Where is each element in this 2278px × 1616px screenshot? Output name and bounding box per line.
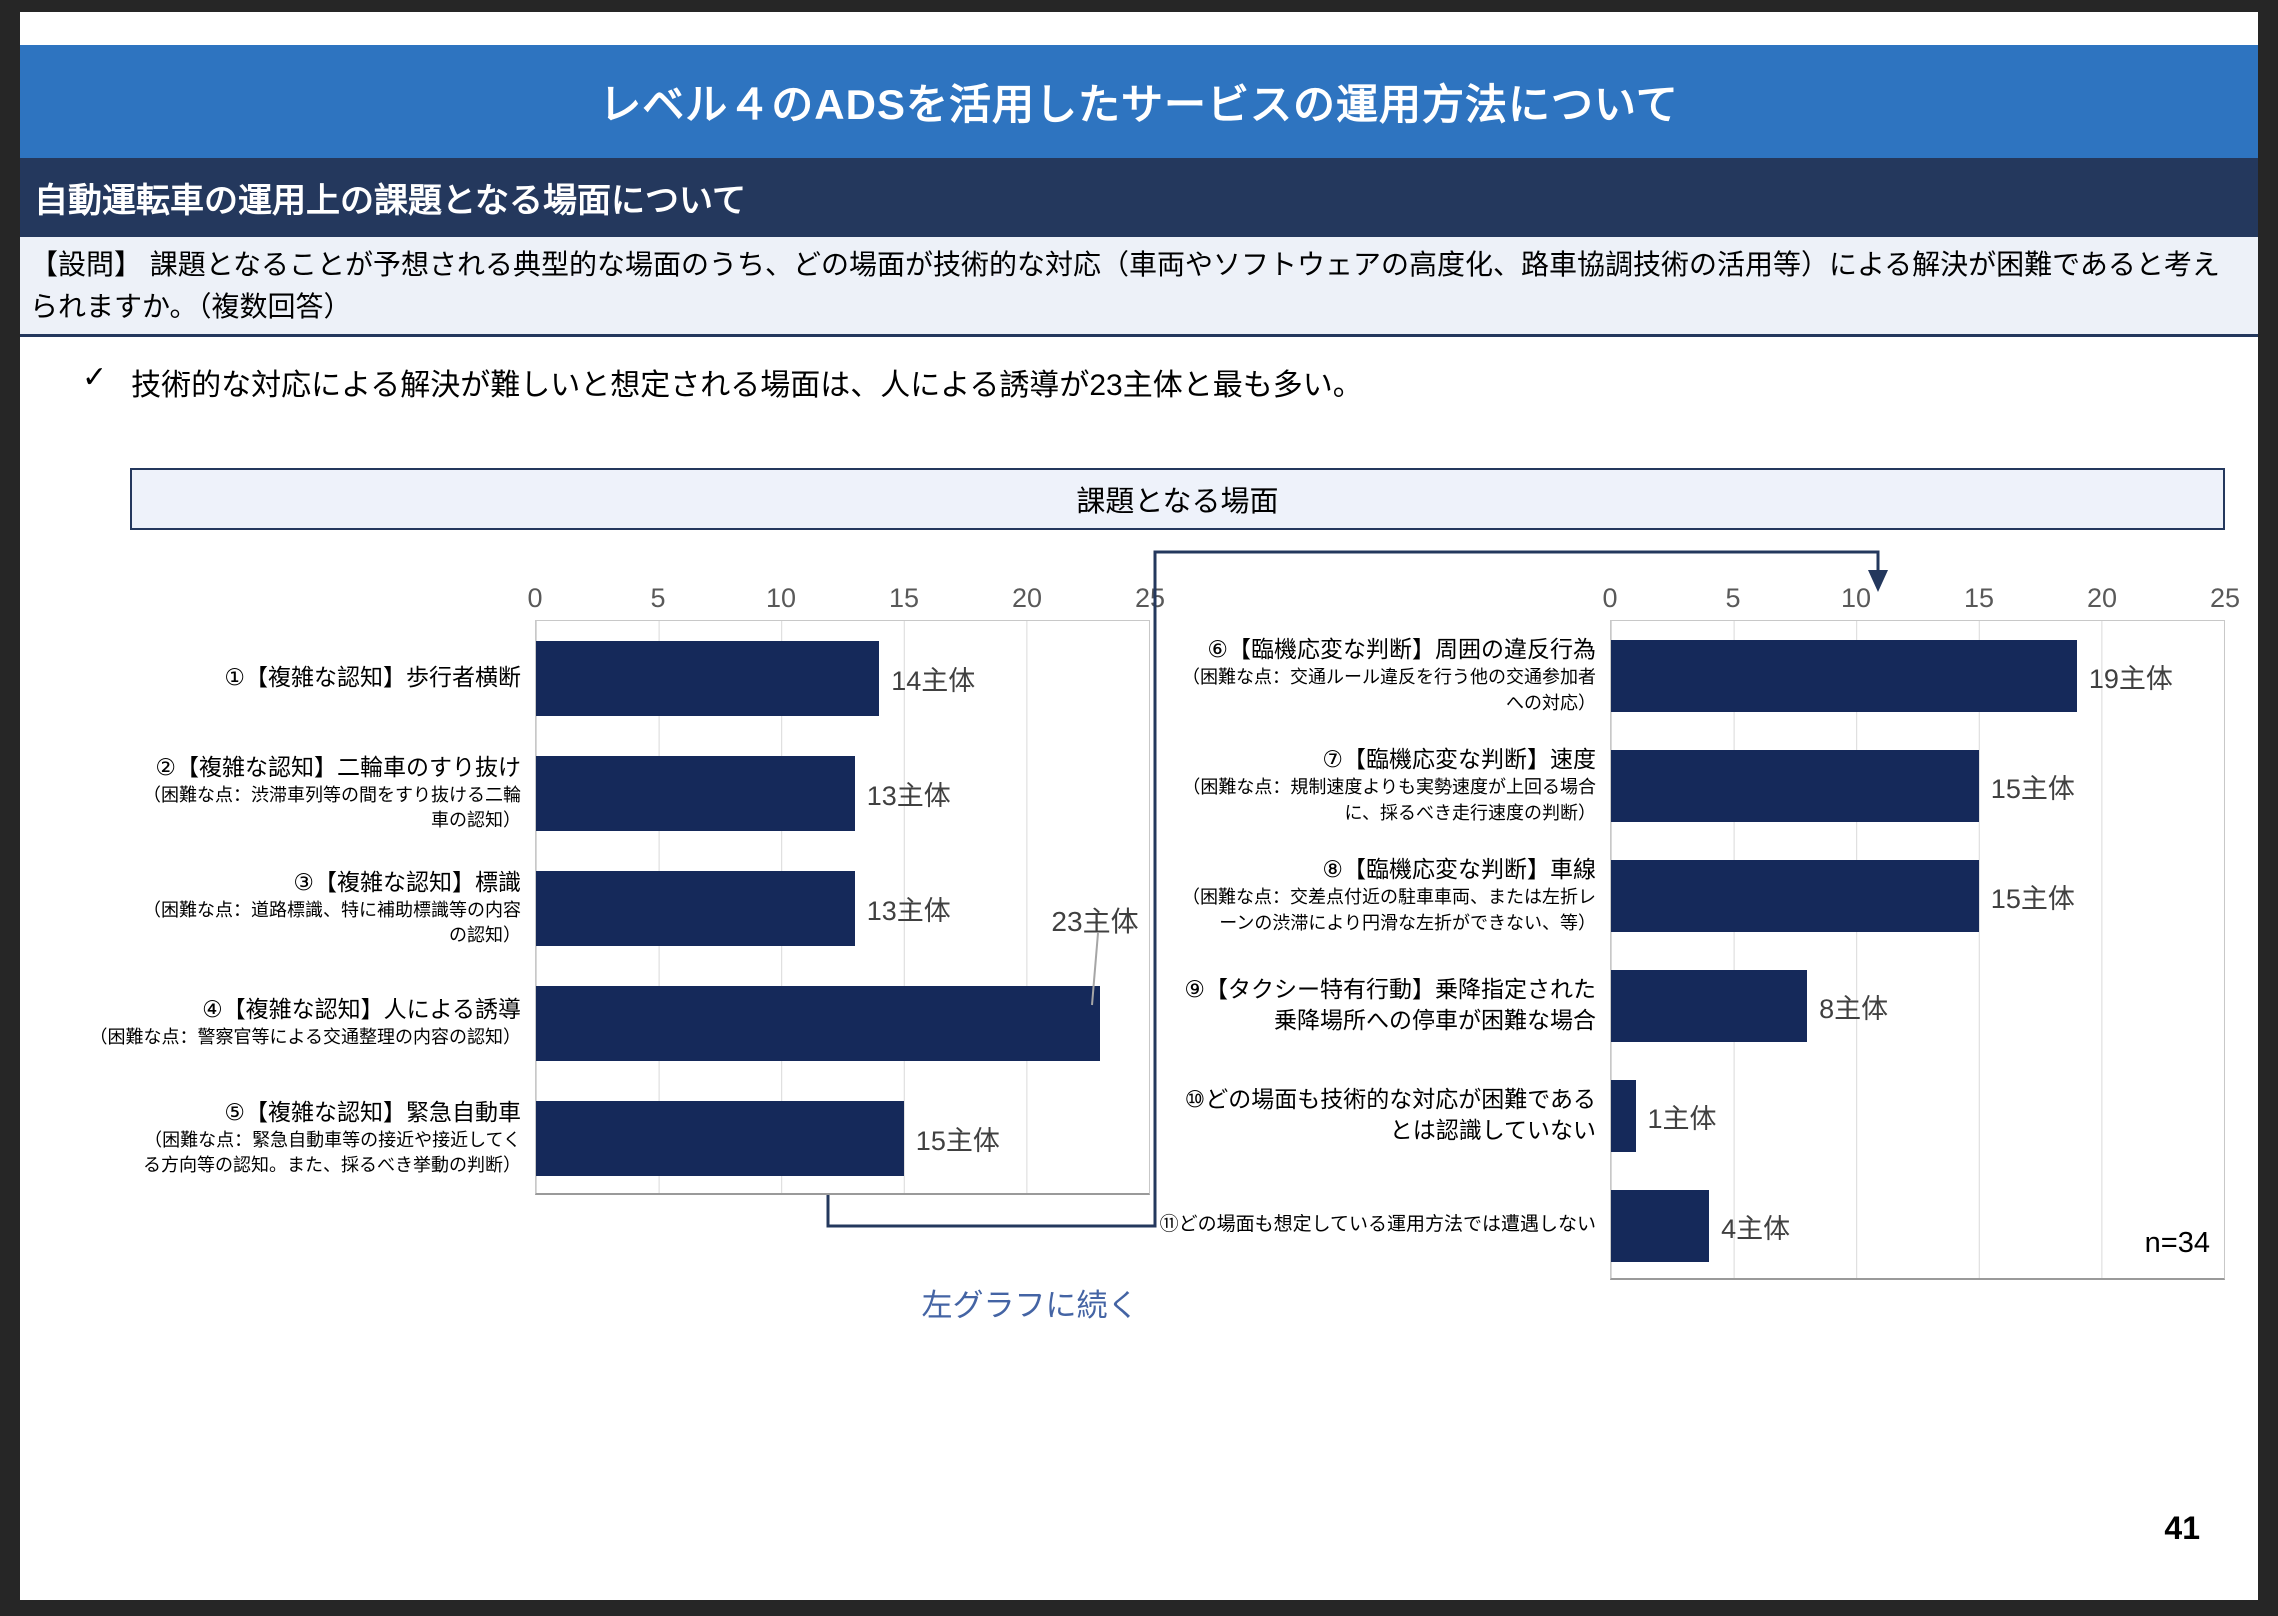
axis-tick: 20 bbox=[2086, 583, 2118, 613]
axis-tick: 10 bbox=[765, 583, 797, 613]
bar bbox=[536, 870, 855, 947]
continue-to-left-graph-label: 左グラフに続く bbox=[921, 1288, 1139, 1323]
bar-value-label: 15主体 bbox=[915, 1126, 1000, 1156]
section-header: 自動運転車の運用上の課題となる場面について bbox=[20, 158, 2258, 237]
axis-tick: 0 bbox=[1602, 583, 1618, 613]
bar-chart-right: 0 5 10 15 20 25 ⑥【臨機応変な判断】周囲の違反行為 （困難な点：交通ルール違反… bbox=[1159, 570, 2240, 1280]
bar bbox=[1611, 859, 1979, 933]
category-label: ⑤【複雑な認知】緊急自動車 （困難な点：緊急自動車等の接近や接近してくる方向等の認… bbox=[143, 1098, 521, 1176]
bar bbox=[536, 640, 880, 717]
bar bbox=[536, 755, 855, 832]
question-panel: 【設問】 課題となることが予想される典型的な場面のうち、どの場面が技術的な対応（… bbox=[20, 237, 2258, 337]
chart-title: 課題となる場面 bbox=[1076, 486, 1279, 518]
axis-tick: 15 bbox=[888, 583, 920, 613]
summary-bullet: ✓ 技術的な対応による解決が難しいと想定される場面は、人による誘導が23主体と最… bbox=[82, 360, 1363, 404]
axis-tick: 5 bbox=[1725, 583, 1741, 613]
check-icon: ✓ bbox=[82, 361, 108, 394]
chart-title-box: 課題となる場面 bbox=[130, 468, 2225, 530]
axis-tick: 5 bbox=[650, 583, 666, 613]
section-title: 自動運転車の運用上の課題となる場面について bbox=[34, 182, 746, 220]
summary-text: 技術的な対応による解決が難しいと想定される場面は、人による誘導が23主体と最も多… bbox=[131, 369, 1363, 402]
bar bbox=[536, 985, 1100, 1062]
axis-tick: 25 bbox=[2209, 583, 2241, 613]
category-label: ⑪どの場面も想定している運用方法では遭遇しない bbox=[1159, 1214, 1596, 1236]
category-label: ④【複雑な認知】人による誘導 （困難な点：警察官等による交通整理の内容の認知） bbox=[89, 996, 521, 1048]
bar bbox=[1611, 749, 1979, 823]
bar-value-label: 15主体 bbox=[1990, 773, 2075, 804]
category-label: ③【複雑な認知】標識 （困難な点：道路標識、特に補助標識等の内容の認知） bbox=[143, 868, 521, 946]
bar bbox=[536, 1100, 904, 1177]
category-label: ⑦【臨機応変な判断】速度 （困難な点：規制速度よりも実勢速度が上回る場合に、採るべ… bbox=[1182, 746, 1596, 823]
category-label: ⑨【タクシー特有行動】乗降指定された乗降場所への停車が困難な場合 bbox=[1184, 975, 1596, 1033]
category-label: ⑩どの場面も技術的な対応が困難であるとは認識していない bbox=[1184, 1085, 1596, 1143]
bar-value-label: 1主体 bbox=[1647, 1103, 1717, 1134]
plot-area: 19主体 15主体 15主体 8主体 1主体 4主体 bbox=[1610, 620, 2225, 1280]
axis-tick: 15 bbox=[1963, 583, 1995, 613]
slide: レベル４のADSを活用したサービスの運用方法について 自動運転車の運用上の課題と… bbox=[20, 12, 2258, 1600]
axis-tick: 20 bbox=[1011, 583, 1043, 613]
category-label: ①【複雑な認知】歩行者横断 bbox=[224, 663, 521, 690]
bar bbox=[1611, 1189, 1710, 1263]
page-title: レベル４のADSを活用したサービスの運用方法について bbox=[599, 81, 1679, 128]
bar-chart-left: 0 5 10 15 20 25 ①【複雑な認知】歩行者横断 ②【複雑な認知】二輪車のすり抜け（… bbox=[89, 570, 1165, 1195]
bar-value-label: 19主体 bbox=[2088, 663, 2173, 694]
bar-value-label: 14主体 bbox=[891, 666, 976, 696]
category-label: ②【複雑な認知】二輪車のすり抜け （困難な点：渋滞車列等の間をすり抜ける二輪車の認… bbox=[143, 753, 521, 831]
axis-tick: 10 bbox=[1840, 583, 1872, 613]
axis-tick: 25 bbox=[1134, 583, 1166, 613]
bar-value-label: 8主体 bbox=[1819, 993, 1889, 1024]
title-banner: レベル４のADSを活用したサービスの運用方法について bbox=[20, 45, 2258, 158]
bar bbox=[1611, 1079, 1636, 1153]
question-text: 【設問】 課題となることが予想される典型的な場面のうち、どの場面が技術的な対応（… bbox=[30, 249, 2220, 322]
bar-value-label: 13主体 bbox=[866, 896, 951, 926]
bar-value-label: 15主体 bbox=[1990, 883, 2075, 914]
sample-size-label: n=34 bbox=[2144, 1227, 2210, 1259]
bar-value-label: 13主体 bbox=[866, 781, 951, 811]
bar-value-callout: 23主体 bbox=[1051, 906, 1139, 937]
bar bbox=[1611, 969, 1808, 1043]
bar-value-label: 4主体 bbox=[1721, 1213, 1791, 1244]
page-number: 41 bbox=[2164, 1510, 2200, 1546]
category-label: ⑧【臨機応変な判断】車線 （困難な点：交差点付近の駐車車両、または左折レーンの渋滞… bbox=[1182, 856, 1596, 933]
axis-tick: 0 bbox=[527, 583, 543, 613]
bar bbox=[1611, 639, 2077, 713]
category-label: ⑥【臨機応変な判断】周囲の違反行為 （困難な点：交通ルール違反を行う他の交通参加者… bbox=[1182, 636, 1596, 713]
